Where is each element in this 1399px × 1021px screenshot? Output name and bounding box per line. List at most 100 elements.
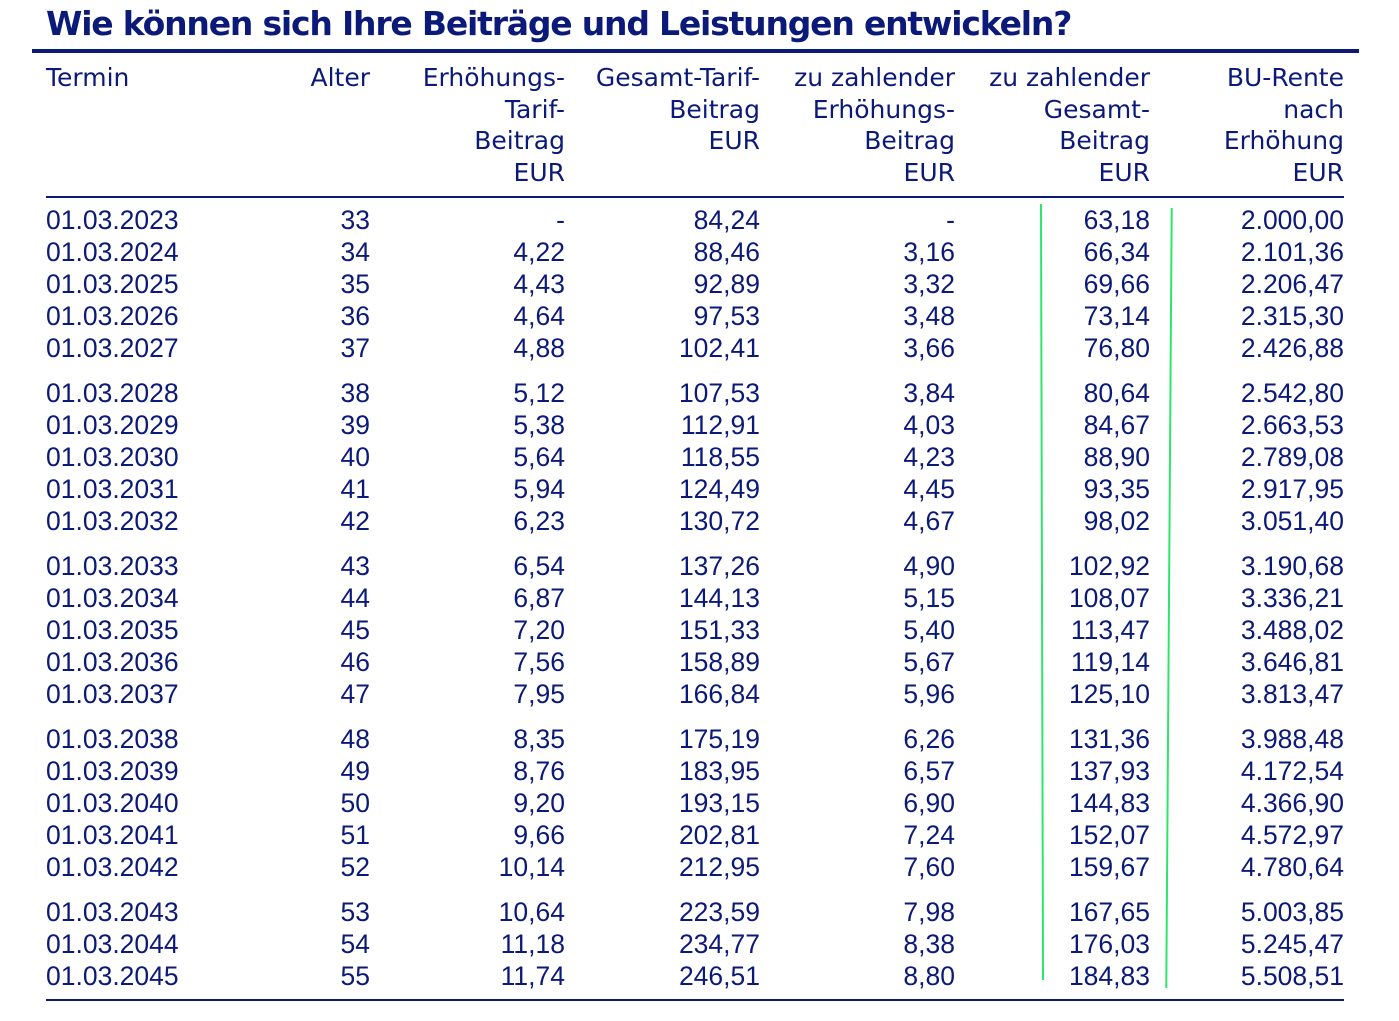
cell-alter: 51 [340, 820, 370, 850]
cell-bu-rente: 4.572,97 [1240, 820, 1344, 850]
table-row: 01.03.2024 34 4,22 88,46 3,16 66,34 2.101,36 [0, 236, 1399, 268]
cell-zu-zahlender-erhoehungs-beitrag: 3,16 [903, 237, 955, 267]
table-row: 01.03.2033 43 6,54 137,26 4,90 102,92 3.190,68 [0, 550, 1399, 582]
title-underline [32, 49, 1359, 53]
cell-alter: 54 [340, 929, 370, 959]
cell-erhoehungs-tarif-beitrag: 8,76 [513, 756, 565, 786]
cell-gesamt-tarif-beitrag: 166,84 [678, 679, 760, 709]
column-header-erhoehungs-tarif-beitrag: Erhöhungs- Tarif- Beitrag EUR [422, 63, 565, 188]
cell-alter: 46 [340, 647, 370, 677]
table-row: 01.03.2029 39 5,38 112,91 4,03 84,67 2.663,53 [0, 409, 1399, 441]
cell-termin: 01.03.2032 [46, 506, 179, 536]
cell-bu-rente: 3.336,21 [1240, 583, 1344, 613]
cell-termin: 01.03.2027 [46, 333, 179, 363]
cell-zu-zahlender-erhoehungs-beitrag: 3,32 [903, 269, 955, 299]
cell-gesamt-tarif-beitrag: 193,15 [678, 788, 760, 818]
table-row: 01.03.2044 54 11,18 234,77 8,38 176,03 5.245,4… [0, 928, 1399, 960]
cell-gesamt-tarif-beitrag: 234,77 [678, 929, 760, 959]
table-row: 01.03.2027 37 4,88 102,41 3,66 76,80 2.426,88 [0, 332, 1399, 364]
cell-zu-zahlender-gesamt-beitrag: 131,36 [1068, 724, 1150, 754]
cell-erhoehungs-tarif-beitrag: 8,35 [513, 724, 565, 754]
cell-zu-zahlender-erhoehungs-beitrag: 3,48 [903, 301, 955, 331]
cell-gesamt-tarif-beitrag: 130,72 [678, 506, 760, 536]
cell-zu-zahlender-erhoehungs-beitrag: 4,03 [903, 410, 955, 440]
table-row: 01.03.2025 35 4,43 92,89 3,32 69,66 2.206,47 [0, 268, 1399, 300]
cell-alter: 38 [340, 378, 370, 408]
cell-zu-zahlender-erhoehungs-beitrag: 3,66 [903, 333, 955, 363]
cell-zu-zahlender-gesamt-beitrag: 152,07 [1068, 820, 1150, 850]
cell-gesamt-tarif-beitrag: 107,53 [678, 378, 760, 408]
cell-zu-zahlender-gesamt-beitrag: 93,35 [1083, 474, 1150, 504]
cell-zu-zahlender-erhoehungs-beitrag: 6,26 [903, 724, 955, 754]
cell-erhoehungs-tarif-beitrag: 4,43 [513, 269, 565, 299]
cell-alter: 47 [340, 679, 370, 709]
cell-gesamt-tarif-beitrag: 137,26 [678, 551, 760, 581]
cell-erhoehungs-tarif-beitrag: 6,87 [513, 583, 565, 613]
cell-gesamt-tarif-beitrag: 175,19 [678, 724, 760, 754]
cell-alter: 37 [340, 333, 370, 363]
cell-gesamt-tarif-beitrag: 88,46 [693, 237, 760, 267]
cell-zu-zahlender-gesamt-beitrag: 88,90 [1083, 442, 1150, 472]
table-row: 01.03.2028 38 5,12 107,53 3,84 80,64 2.542,80 [0, 377, 1399, 409]
cell-alter: 40 [340, 442, 370, 472]
cell-termin: 01.03.2028 [46, 378, 179, 408]
cell-alter: 53 [340, 897, 370, 927]
cell-gesamt-tarif-beitrag: 223,59 [678, 897, 760, 927]
cell-gesamt-tarif-beitrag: 84,24 [693, 205, 760, 235]
cell-alter: 48 [340, 724, 370, 754]
cell-bu-rente: 5.245,47 [1240, 929, 1344, 959]
cell-termin: 01.03.2045 [46, 961, 179, 991]
cell-zu-zahlender-gesamt-beitrag: 113,47 [1070, 615, 1150, 645]
cell-erhoehungs-tarif-beitrag: 5,12 [513, 378, 565, 408]
cell-erhoehungs-tarif-beitrag: 10,14 [498, 852, 565, 882]
cell-alter: 36 [340, 301, 370, 331]
table-bottom-divider [46, 999, 1344, 1001]
cell-bu-rente: 2.101,36 [1240, 237, 1344, 267]
cell-erhoehungs-tarif-beitrag: 7,20 [513, 615, 565, 645]
cell-bu-rente: 5.003,85 [1240, 897, 1344, 927]
cell-zu-zahlender-erhoehungs-beitrag: 8,80 [903, 961, 955, 991]
cell-erhoehungs-tarif-beitrag: 11,18 [500, 929, 565, 959]
column-header-alter: Alter [310, 63, 370, 92]
cell-termin: 01.03.2040 [46, 788, 179, 818]
cell-bu-rente: 2.315,30 [1240, 301, 1344, 331]
cell-erhoehungs-tarif-beitrag: 4,64 [513, 301, 565, 331]
cell-termin: 01.03.2033 [46, 551, 179, 581]
cell-bu-rente: 3.988,48 [1240, 724, 1344, 754]
cell-termin: 01.03.2034 [46, 583, 179, 613]
cell-gesamt-tarif-beitrag: 144,13 [678, 583, 760, 613]
cell-termin: 01.03.2042 [46, 852, 179, 882]
cell-bu-rente: 5.508,51 [1240, 961, 1344, 991]
cell-erhoehungs-tarif-beitrag: 10,64 [498, 897, 565, 927]
cell-zu-zahlender-erhoehungs-beitrag: 4,67 [903, 506, 955, 536]
cell-zu-zahlender-erhoehungs-beitrag: 5,15 [903, 583, 955, 613]
table-row: 01.03.2040 50 9,20 193,15 6,90 144,83 4.366,90 [0, 787, 1399, 819]
cell-zu-zahlender-gesamt-beitrag: 69,66 [1083, 269, 1150, 299]
cell-zu-zahlender-erhoehungs-beitrag: 5,40 [903, 615, 955, 645]
cell-zu-zahlender-gesamt-beitrag: 159,67 [1068, 852, 1150, 882]
cell-gesamt-tarif-beitrag: 102,41 [678, 333, 760, 363]
cell-zu-zahlender-gesamt-beitrag: 184,83 [1068, 961, 1150, 991]
table-row: 01.03.2035 45 7,20 151,33 5,40 113,47 3.488,02 [0, 614, 1399, 646]
table-row: 01.03.2031 41 5,94 124,49 4,45 93,35 2.917,95 [0, 473, 1399, 505]
cell-zu-zahlender-erhoehungs-beitrag: 7,98 [903, 897, 955, 927]
cell-termin: 01.03.2044 [46, 929, 179, 959]
table-row: 01.03.2026 36 4,64 97,53 3,48 73,14 2.315,30 [0, 300, 1399, 332]
cell-zu-zahlender-erhoehungs-beitrag: 6,57 [903, 756, 955, 786]
cell-zu-zahlender-erhoehungs-beitrag: 7,60 [903, 852, 955, 882]
cell-zu-zahlender-erhoehungs-beitrag: 4,23 [903, 442, 955, 472]
cell-alter: 43 [340, 551, 370, 581]
cell-erhoehungs-tarif-beitrag: 11,74 [500, 961, 565, 991]
cell-zu-zahlender-gesamt-beitrag: 119,14 [1070, 647, 1150, 677]
cell-termin: 01.03.2029 [46, 410, 179, 440]
cell-zu-zahlender-gesamt-beitrag: 102,92 [1068, 551, 1150, 581]
cell-termin: 01.03.2035 [46, 615, 179, 645]
cell-bu-rente: 3.051,40 [1240, 506, 1344, 536]
cell-zu-zahlender-gesamt-beitrag: 167,65 [1068, 897, 1150, 927]
cell-gesamt-tarif-beitrag: 92,89 [693, 269, 760, 299]
cell-termin: 01.03.2025 [46, 269, 179, 299]
cell-zu-zahlender-gesamt-beitrag: 144,83 [1068, 788, 1150, 818]
cell-zu-zahlender-gesamt-beitrag: 137,93 [1068, 756, 1150, 786]
cell-termin: 01.03.2030 [46, 442, 179, 472]
